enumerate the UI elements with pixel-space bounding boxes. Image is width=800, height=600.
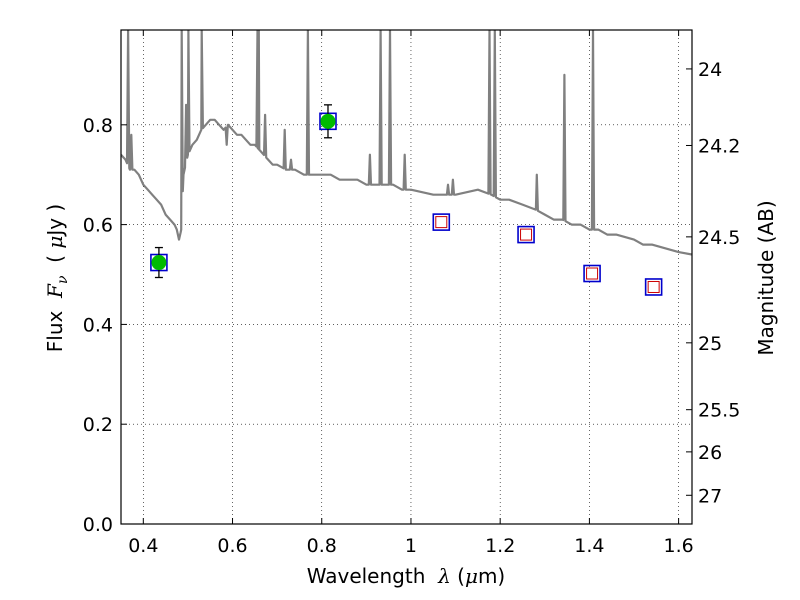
y-tick-label: 0.2 xyxy=(83,414,113,436)
x-tick-label: 0.4 xyxy=(128,535,158,557)
y2-tick-label: 24.2 xyxy=(698,135,740,157)
upper-limit-marker xyxy=(520,228,533,241)
y2-tick-label: 27 xyxy=(698,485,722,507)
model-photometry-square xyxy=(517,225,535,244)
x-tick-label: 1.6 xyxy=(664,535,694,557)
y2-tick-label: 24 xyxy=(698,59,722,81)
upper-limit-marker xyxy=(435,216,448,229)
photometry-points xyxy=(150,104,663,296)
x-tick-label: 1.4 xyxy=(574,535,604,557)
x-tick-label: 0.8 xyxy=(307,535,337,557)
model-spectrum xyxy=(121,30,692,256)
model-photometry-square xyxy=(583,264,601,283)
axis-ticks: 0.4 0.6 0.8 1 1.2 1.4 1.6 0.0 0.2 0.4 0.6 0.8 24 24.2… xyxy=(83,30,740,557)
x-tick-label: 1.2 xyxy=(485,535,515,557)
model-photometry-square xyxy=(432,213,451,231)
y-axis-label: Flux Fν ( μJy ) xyxy=(43,204,71,352)
y2-tick-label: 26 xyxy=(698,442,722,464)
upper-limit-marker xyxy=(586,267,599,280)
x-tick-label: 0.6 xyxy=(217,535,247,557)
detection-point xyxy=(151,255,167,271)
upper-limit-marker xyxy=(647,280,660,293)
detection-point xyxy=(320,113,336,129)
grid-lines xyxy=(121,30,692,525)
y2-tick-label: 24.5 xyxy=(698,227,740,249)
y-tick-label: 0.8 xyxy=(83,115,113,137)
y2-axis-label: Magnitude (AB) xyxy=(754,200,778,355)
x-axis-label: Wavelength λ (μm) xyxy=(307,564,506,588)
y2-tick-label: 25.5 xyxy=(698,400,740,422)
x-tick-label: 1 xyxy=(405,535,417,557)
y-tick-label: 0.6 xyxy=(83,215,113,237)
y-tick-label: 0.4 xyxy=(83,314,113,336)
plot-frame xyxy=(120,29,693,525)
y-tick-label: 0.0 xyxy=(83,514,113,536)
model-photometry-square xyxy=(644,278,663,296)
y2-tick-label: 25 xyxy=(698,333,722,355)
model-spectrum-line xyxy=(121,30,692,256)
